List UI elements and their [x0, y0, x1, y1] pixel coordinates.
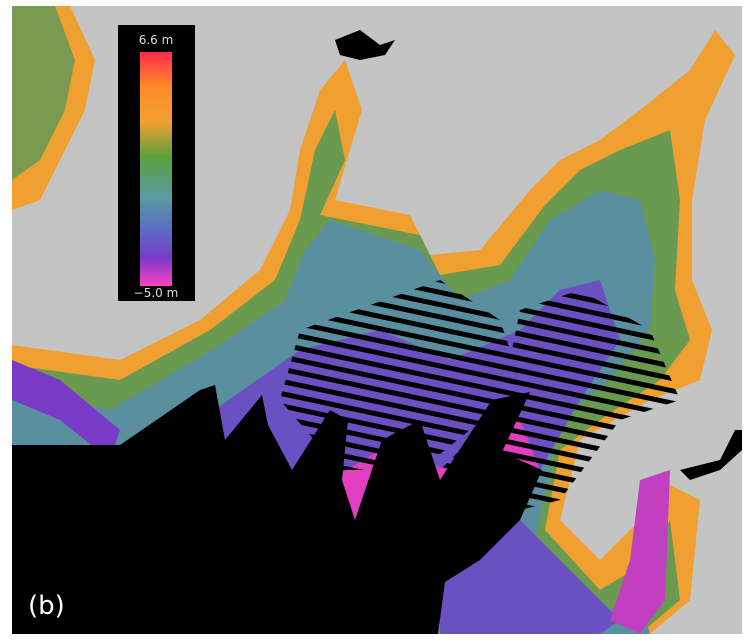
colorbar-max-label: 6.6 m: [139, 33, 174, 47]
panel-label: (b): [28, 591, 65, 621]
colorbar: [140, 52, 172, 286]
colorbar-min-label: −5.0 m: [134, 286, 179, 300]
map: 6.6 m −5.0 m (b): [0, 0, 744, 644]
page: 6.6 m −5.0 m (b) (() => { const data = J…: [0, 0, 744, 644]
